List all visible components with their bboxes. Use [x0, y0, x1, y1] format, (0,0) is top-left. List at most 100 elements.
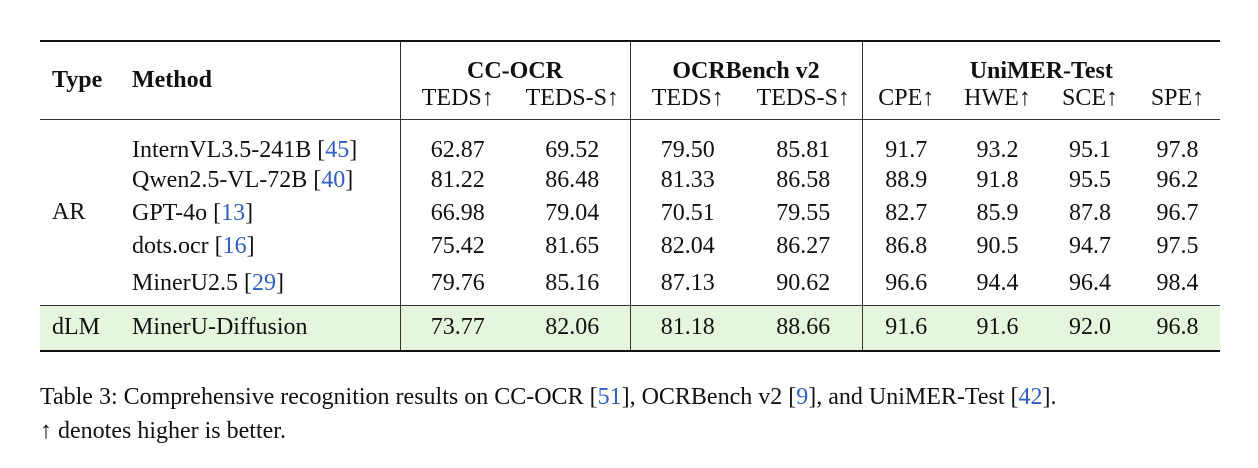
results-table: Type Method CC-OCR OCRBench v2 UniMER-Test TE…: [40, 40, 1220, 352]
value-cell: 97.8: [1135, 118, 1220, 164]
value-cell: 86.27: [776, 233, 831, 259]
value-cell: 94.4: [976, 270, 1019, 297]
text-segment: ]: [245, 200, 254, 226]
value-cell: 91.8: [976, 167, 1019, 193]
text-segment: ]: [345, 167, 354, 193]
value-cell: 93.2: [950, 118, 1045, 164]
table-row: AR InternVL3.5-241B [45] 62.87 69.52 79.50 85…: [40, 118, 1220, 305]
value-cell: 96.4: [1069, 270, 1111, 297]
value-cell: 82.04: [629, 230, 745, 263]
value-cell: 86.58: [776, 167, 831, 193]
text-segment: ].: [1042, 384, 1057, 410]
value-cell: 91.6: [861, 304, 950, 351]
column-header: Method: [132, 66, 212, 93]
text-segment: MinerU2.5 [: [132, 270, 252, 297]
value-cell: 97.5: [1156, 233, 1199, 259]
value-cell: 81.33: [629, 164, 745, 197]
value-cell: 87.8: [1069, 200, 1111, 226]
type-cell: AR: [40, 118, 120, 305]
group-header: UniMER-Test: [861, 41, 1220, 85]
method-cell: MinerU-Diffusion: [120, 304, 400, 351]
value-cell: 82.06: [515, 304, 630, 351]
value-cell: 96.6: [861, 263, 950, 305]
caption: Table 3: Comprehensive recognition resul…: [40, 380, 1230, 448]
value-cell: 69.52: [515, 118, 630, 164]
value-cell: 96.8: [1135, 304, 1220, 351]
citation: 51: [597, 384, 622, 410]
text-segment: ]: [246, 233, 255, 259]
text-segment: InternVL3.5-241B [: [132, 137, 326, 163]
value-cell: 96.2: [1156, 167, 1199, 193]
table-row: MinerU2.5 [29] 79.76 85.16 87.13 90.62 96.6 94…: [40, 263, 1220, 305]
citation: 45: [325, 137, 350, 163]
value-cell: 70.51: [629, 197, 745, 230]
value-cell: 85.81: [745, 118, 862, 164]
value-cell: 81.65: [545, 233, 600, 259]
subheader-row: TEDS↑ TEDS-S↑ TEDS↑ TEDS-S↑ CPE↑ HWE↑ SCE↑ SPE↑: [40, 85, 1220, 119]
value-cell: 95.1: [1045, 118, 1135, 164]
value-cell: 75.42: [399, 230, 515, 263]
type-cell: dLM: [40, 304, 120, 351]
method-cell: dots.ocr [16]: [120, 230, 400, 263]
column-header: Type: [52, 66, 103, 93]
citation: 42: [1018, 384, 1043, 410]
header-row: Type Method CC-OCR OCRBench v2 UniMER-Test: [40, 41, 1220, 93]
metric-header: SCE↑: [1061, 85, 1118, 111]
method-cell: InternVL3.5-241B [45]: [120, 118, 400, 164]
value-cell: 88.66: [745, 304, 862, 351]
citation: 9: [796, 384, 809, 410]
metric-header: TEDS-S↑: [756, 85, 850, 111]
value-cell: 90.5: [976, 233, 1019, 259]
text-segment: MinerU-Diffusion: [132, 314, 308, 341]
value-cell: 79.76: [399, 263, 515, 305]
text-segment: dots.ocr [: [132, 233, 223, 259]
method-cell: Qwen2.5-VL-72B [40]: [120, 164, 400, 197]
caption-line: Table 3: Comprehensive recognition resul…: [40, 380, 1230, 414]
value-cell: 86.48: [545, 167, 600, 193]
table-head: Type Method CC-OCR OCRBench v2 UniMER-Test TE…: [40, 41, 1220, 119]
table-row: GPT-4o [13] 66.98 79.04 70.51 79.55 82.7 85.9 8…: [40, 197, 1220, 230]
value-cell: 94.7: [1069, 233, 1111, 259]
value-cell: 85.9: [976, 200, 1019, 226]
value-cell: 79.04: [545, 200, 600, 226]
value-cell: 73.77: [399, 304, 515, 351]
value-cell: 90.62: [776, 270, 831, 297]
text-segment: ]: [349, 137, 358, 163]
citation: 29: [251, 270, 276, 297]
value-cell: 81.22: [399, 164, 515, 197]
text-segment: Qwen2.5-VL-72B [: [132, 167, 322, 193]
group-header: CC-OCR: [399, 41, 630, 85]
value-cell: 87.13: [629, 263, 745, 305]
value-cell: 81.18: [629, 304, 745, 351]
table-body: AR InternVL3.5-241B [45] 62.87 69.52 79.50 85…: [40, 118, 1220, 351]
text-segment: ], OCRBench v2 [: [621, 384, 797, 410]
table-row: Qwen2.5-VL-72B [40] 81.22 86.48 81.33 86.58 8…: [40, 164, 1220, 197]
metric-header: TEDS↑: [399, 85, 515, 119]
value-cell: 79.50: [629, 118, 745, 164]
value-cell: 88.9: [861, 164, 950, 197]
method-cell: GPT-4o [13]: [120, 197, 400, 230]
value-cell: 66.98: [399, 197, 515, 230]
value-cell: 91.6: [950, 304, 1045, 351]
metric-header: TEDS↑: [629, 85, 745, 119]
value-cell: 86.8: [861, 230, 950, 263]
text-segment: Table 3: Comprehensive recognition resul…: [40, 384, 598, 410]
value-cell: 92.0: [1045, 304, 1135, 351]
text-segment: ]: [275, 270, 284, 297]
value-cell: 91.7: [861, 118, 950, 164]
citation: 16: [222, 233, 247, 259]
method-cell: MinerU2.5 [29]: [120, 263, 400, 305]
metric-header: SPE↑: [1150, 85, 1205, 111]
table-row: dLM MinerU-Diffusion 73.77 82.06 81.18 88.66 9…: [40, 304, 1220, 351]
value-cell: 95.5: [1069, 167, 1111, 193]
text-segment: ↑ denotes higher is better.: [40, 418, 286, 444]
citation: 13: [221, 200, 246, 226]
value-cell: 85.16: [545, 270, 600, 297]
text-segment: GPT-4o [: [132, 200, 222, 226]
value-cell: 79.55: [776, 200, 831, 226]
metric-header: CPE↑: [861, 85, 950, 119]
text-segment: ], and UniMER-Test [: [808, 384, 1019, 410]
metric-header: TEDS-S↑: [525, 85, 619, 111]
caption-line: ↑ denotes higher is better.: [40, 414, 1230, 448]
